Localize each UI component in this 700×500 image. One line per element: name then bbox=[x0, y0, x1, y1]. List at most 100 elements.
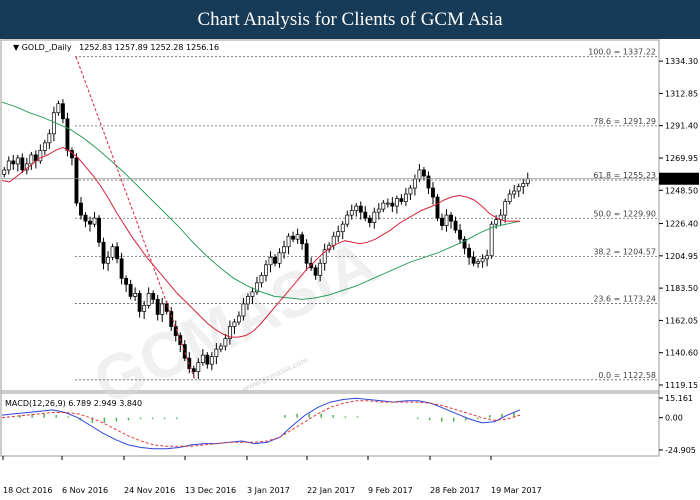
candle-body bbox=[304, 243, 309, 264]
fib-label: 0.0 = 1122.58 bbox=[598, 371, 656, 380]
candle-body bbox=[268, 256, 273, 266]
price-tick-label: 1119.15 bbox=[665, 381, 698, 390]
candle-body bbox=[354, 205, 359, 211]
time-tick-label: 28 Feb 2017 bbox=[430, 486, 480, 495]
candle-body bbox=[88, 220, 92, 225]
candle-body bbox=[250, 291, 255, 297]
candle-body bbox=[449, 214, 453, 222]
candle-body bbox=[182, 344, 187, 359]
candle-body bbox=[29, 154, 34, 165]
candle-body bbox=[458, 229, 462, 240]
candle-body bbox=[286, 235, 291, 248]
price-tick-label: 1269.95 bbox=[665, 154, 698, 163]
symbol-dropdown-icon: ▼ bbox=[13, 43, 22, 52]
time-tick-label: 18 Oct 2016 bbox=[3, 486, 52, 495]
candle-body bbox=[282, 246, 286, 254]
candle-body bbox=[74, 157, 79, 204]
candle-body bbox=[246, 296, 250, 305]
macd-line bbox=[1, 397, 521, 450]
price-tick-label: 1140.60 bbox=[665, 349, 698, 358]
candle-body bbox=[264, 264, 268, 276]
candle-body bbox=[133, 293, 138, 297]
fibonacci-levels: 100.0 = 1337.22 78.6 = 1291.29 61.8 = 1255… bbox=[75, 48, 659, 381]
candle-body bbox=[426, 175, 431, 189]
candle-body bbox=[462, 238, 467, 249]
candle-body bbox=[6, 160, 11, 171]
candle-body bbox=[467, 247, 472, 258]
price-tick-label: 1204.95 bbox=[665, 252, 698, 261]
candle-body bbox=[196, 362, 201, 373]
candle-body bbox=[363, 211, 368, 219]
candle-body bbox=[431, 187, 435, 198]
candle-body bbox=[318, 262, 323, 276]
ma-slow-line bbox=[1, 101, 521, 300]
candle-body bbox=[128, 284, 133, 297]
candle-body bbox=[124, 277, 129, 285]
candle-body bbox=[417, 169, 422, 180]
candle-body bbox=[101, 241, 106, 264]
moving-averages bbox=[1, 56, 521, 381]
candle-body bbox=[227, 326, 232, 339]
candle-body bbox=[435, 196, 440, 219]
candle-body bbox=[349, 210, 354, 216]
candle-body bbox=[503, 201, 508, 216]
time-tick-label: 9 Feb 2017 bbox=[368, 486, 413, 495]
price-axis: 1334.30 1312.85 1291.40 1269.95 1248.50 1226.… bbox=[659, 57, 699, 390]
price-tick-label: 1162.05 bbox=[665, 316, 698, 325]
macd-tick-label: -24.905 bbox=[665, 446, 696, 455]
chart-banner-title: Chart Analysis for Clients of GCM Asia bbox=[0, 0, 700, 39]
fib-label: 50.0 = 1229.90 bbox=[593, 209, 656, 218]
candle-body bbox=[142, 305, 147, 312]
price-tick-label: 1312.85 bbox=[665, 89, 698, 98]
fib-trend-line bbox=[75, 56, 196, 381]
candle-body bbox=[151, 293, 156, 300]
candle-body bbox=[191, 368, 196, 373]
candle-body bbox=[372, 211, 377, 223]
candle-body bbox=[390, 202, 395, 207]
candle-body bbox=[300, 234, 305, 245]
price-tick-label: 1248.50 bbox=[665, 186, 698, 195]
candlestick-series bbox=[2, 99, 659, 380]
candle-body bbox=[164, 303, 169, 312]
candle-body bbox=[394, 198, 399, 207]
candle-body bbox=[259, 274, 264, 284]
candle-body bbox=[331, 235, 336, 246]
candle-body bbox=[60, 103, 65, 120]
macd-tick-label: 0.00 bbox=[665, 414, 683, 423]
candle-body bbox=[232, 321, 237, 327]
candle-body bbox=[295, 234, 300, 240]
candle-body bbox=[47, 133, 52, 144]
symbol-label: ▼ GOLD_,Daily 1252.83 1257.89 1252.28 12… bbox=[13, 43, 219, 52]
candle-body bbox=[340, 223, 345, 233]
fib-label: 38.2 = 1204.57 bbox=[593, 247, 656, 256]
macd-signal-line bbox=[1, 400, 521, 447]
candle-body bbox=[422, 169, 426, 177]
candle-body bbox=[83, 214, 88, 222]
candle-body bbox=[214, 348, 219, 357]
time-tick-label: 22 Jan 2017 bbox=[307, 486, 355, 495]
candle-body bbox=[485, 255, 490, 260]
candle-body bbox=[277, 252, 282, 264]
candle-body bbox=[15, 157, 20, 165]
time-tick-label: 13 Dec 2016 bbox=[185, 486, 236, 495]
current-price-badge bbox=[659, 172, 699, 185]
macd-tick-label: 15.161 bbox=[665, 394, 693, 403]
candle-body bbox=[106, 256, 110, 264]
candle-body bbox=[336, 231, 341, 237]
candle-body bbox=[110, 246, 115, 258]
candle-body bbox=[42, 142, 47, 151]
candle-body bbox=[137, 293, 142, 312]
candle-body bbox=[358, 205, 363, 213]
candle-body bbox=[236, 315, 241, 323]
candle-body bbox=[512, 190, 517, 195]
candle-body bbox=[476, 261, 481, 264]
candle-body bbox=[255, 282, 259, 293]
price-tick-label: 1183.50 bbox=[665, 284, 698, 293]
candle-body bbox=[200, 354, 205, 363]
candle-body bbox=[516, 186, 521, 192]
candle-body bbox=[385, 202, 390, 205]
time-axis: 18 Oct 2016 6 Nov 2016 24 Nov 2016 13 Dec 2… bbox=[2, 456, 542, 495]
candle-body bbox=[507, 193, 512, 202]
candle-body bbox=[79, 202, 83, 216]
time-tick-label: 6 Nov 2016 bbox=[62, 486, 108, 495]
